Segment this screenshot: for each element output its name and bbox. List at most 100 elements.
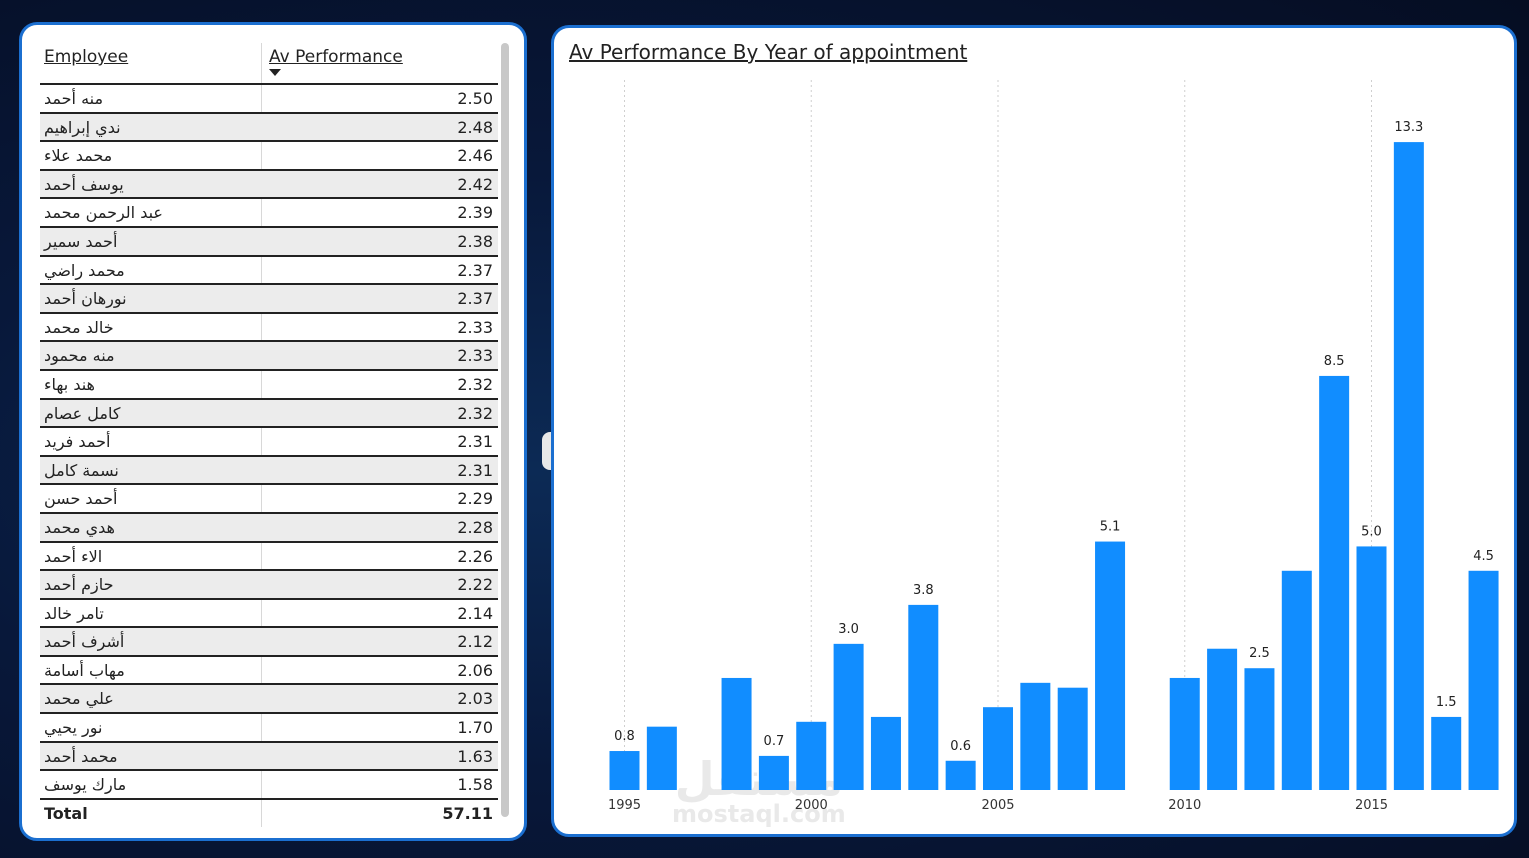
table-row[interactable]: يوسف أحمد 2.42 (40, 170, 498, 200)
table-total-row: Total 57.11 (40, 800, 498, 828)
bar-2010[interactable] (1169, 677, 1200, 790)
bar-2011[interactable] (1207, 648, 1238, 790)
performance-value: 2.33 (457, 317, 493, 337)
av-performance-column-header[interactable]: Av Performance (269, 47, 403, 67)
employee-name: حازم أحمد (44, 575, 114, 595)
employee-name: الاء أحمد (44, 546, 103, 566)
bar-2013[interactable] (1281, 570, 1312, 790)
employee-name: هدي محمد (44, 517, 115, 537)
table-row[interactable]: محمد علاء 2.46 (40, 142, 498, 171)
table-row[interactable]: مهاب أسامة 2.06 (40, 657, 498, 686)
performance-value: 1.63 (457, 746, 493, 766)
employee-name: مهاب أسامة (44, 660, 125, 680)
bar-2004[interactable] (945, 760, 976, 790)
performance-value: 2.42 (457, 174, 493, 194)
table-row[interactable]: هند بهاء 2.32 (40, 371, 498, 400)
data-label: 4.5 (1473, 549, 1494, 564)
data-label: 1.5 (1436, 695, 1457, 710)
employee-name: منه محمود (44, 346, 115, 366)
table-row[interactable]: عبد الرحمن محمد 2.39 (40, 199, 498, 228)
data-label: 3.0 (838, 622, 859, 637)
bar-2014[interactable] (1319, 375, 1350, 790)
performance-value: 2.32 (457, 403, 493, 423)
bar-2008[interactable] (1095, 541, 1126, 790)
performance-table: Employee Av Performance منه أحمد 2.50 ندي … (40, 39, 498, 828)
employee-name: نورهان أحمد (44, 289, 127, 309)
employee-name: أشرف أحمد (44, 632, 125, 652)
performance-value: 2.46 (457, 146, 493, 166)
bar-2016[interactable] (1393, 142, 1424, 791)
bar-2003[interactable] (908, 604, 939, 790)
performance-value: 2.06 (457, 660, 493, 680)
performance-value: 2.29 (457, 489, 493, 509)
performance-value: 2.37 (457, 260, 493, 280)
table-row[interactable]: حازم أحمد 2.22 (40, 571, 498, 600)
performance-value: 2.31 (457, 460, 493, 480)
bar-2007[interactable] (1057, 687, 1088, 790)
bar-2006[interactable] (1020, 682, 1051, 790)
table-row[interactable]: أحمد سمير 2.38 (40, 227, 498, 257)
table-row[interactable]: مارك يوسف 1.58 (40, 771, 498, 800)
data-label: 5.0 (1361, 524, 1382, 539)
total-label: Total (44, 803, 88, 823)
bar-2005[interactable] (983, 707, 1013, 790)
employee-performance-table-card: Employee Av Performance منه أحمد 2.50 ندي … (19, 22, 527, 841)
year-chart-card: مستقل mostaql.com Av Performance By Year… (551, 25, 1517, 837)
bar-1998[interactable] (721, 677, 752, 790)
table-row[interactable]: تامر خالد 2.14 (40, 600, 498, 629)
performance-value: 2.28 (457, 517, 493, 537)
table-row[interactable]: أحمد فريد 2.31 (40, 428, 498, 457)
performance-value: 2.38 (457, 231, 493, 251)
table-row[interactable]: خالد محمد 2.33 (40, 314, 498, 343)
bar-2000[interactable] (796, 721, 827, 790)
employee-name: مارك يوسف (44, 775, 127, 795)
bar-1999[interactable] (758, 755, 789, 790)
performance-value: 2.14 (457, 603, 493, 623)
table-header: Employee Av Performance (40, 39, 498, 85)
bar-2015[interactable] (1356, 546, 1387, 790)
table-row[interactable]: أحمد حسن 2.29 (40, 485, 498, 514)
x-tick-label: 2010 (1168, 798, 1201, 813)
sort-descending-icon[interactable] (269, 69, 281, 76)
data-label: 2.5 (1249, 646, 1270, 661)
bar-2018[interactable] (1468, 570, 1499, 790)
table-row[interactable]: نور يحيي 1.70 (40, 714, 498, 743)
table-row[interactable]: نسمة كامل 2.31 (40, 456, 498, 486)
employee-name: محمد أحمد (44, 746, 118, 766)
column-divider (261, 43, 262, 827)
table-scrollbar[interactable] (501, 43, 509, 817)
data-label: 3.8 (913, 583, 934, 598)
table-row[interactable]: الاء أحمد 2.26 (40, 543, 498, 572)
performance-value: 2.48 (457, 117, 493, 137)
table-row[interactable]: كامل عصام 2.32 (40, 399, 498, 429)
data-label: 0.6 (950, 739, 971, 754)
bar-1996[interactable] (646, 726, 677, 790)
table-row[interactable]: محمد راضي 2.37 (40, 257, 498, 286)
employee-name: هند بهاء (44, 374, 95, 394)
data-label: 0.8 (614, 729, 635, 744)
table-row[interactable]: منه أحمد 2.50 (40, 85, 498, 114)
employee-name: أحمد حسن (44, 489, 118, 509)
watermark-latin: mostaql.com (672, 800, 846, 828)
employee-name: تامر خالد (44, 603, 104, 623)
table-row[interactable]: أشرف أحمد 2.12 (40, 628, 498, 657)
table-row[interactable]: ندي إبراهيم 2.48 (40, 113, 498, 143)
table-row[interactable]: علي محمد 2.03 (40, 685, 498, 715)
bar-2002[interactable] (870, 716, 901, 790)
employee-name: أحمد فريد (44, 432, 111, 452)
table-row[interactable]: محمد أحمد 1.63 (40, 742, 498, 772)
employee-name: علي محمد (44, 689, 114, 709)
bar-2012[interactable] (1244, 668, 1275, 790)
table-row[interactable]: نورهان أحمد 2.37 (40, 285, 498, 314)
bar-chart: 0.8 0.7 3.0 3.8 0.6 5.1 2.5 8.5 5.0 13.3 1.5 4.5 199… (608, 80, 1499, 813)
data-label: 0.7 (764, 734, 785, 749)
bar-2001[interactable] (833, 643, 864, 790)
bar-1995[interactable] (609, 751, 640, 790)
employee-name: نسمة كامل (44, 460, 119, 480)
data-label: 5.1 (1100, 520, 1121, 535)
data-label: 13.3 (1394, 120, 1423, 135)
table-row[interactable]: منه محمود 2.33 (40, 342, 498, 371)
bar-2017[interactable] (1431, 716, 1462, 790)
table-row[interactable]: هدي محمد 2.28 (40, 513, 498, 543)
employee-column-header[interactable]: Employee (44, 47, 129, 67)
